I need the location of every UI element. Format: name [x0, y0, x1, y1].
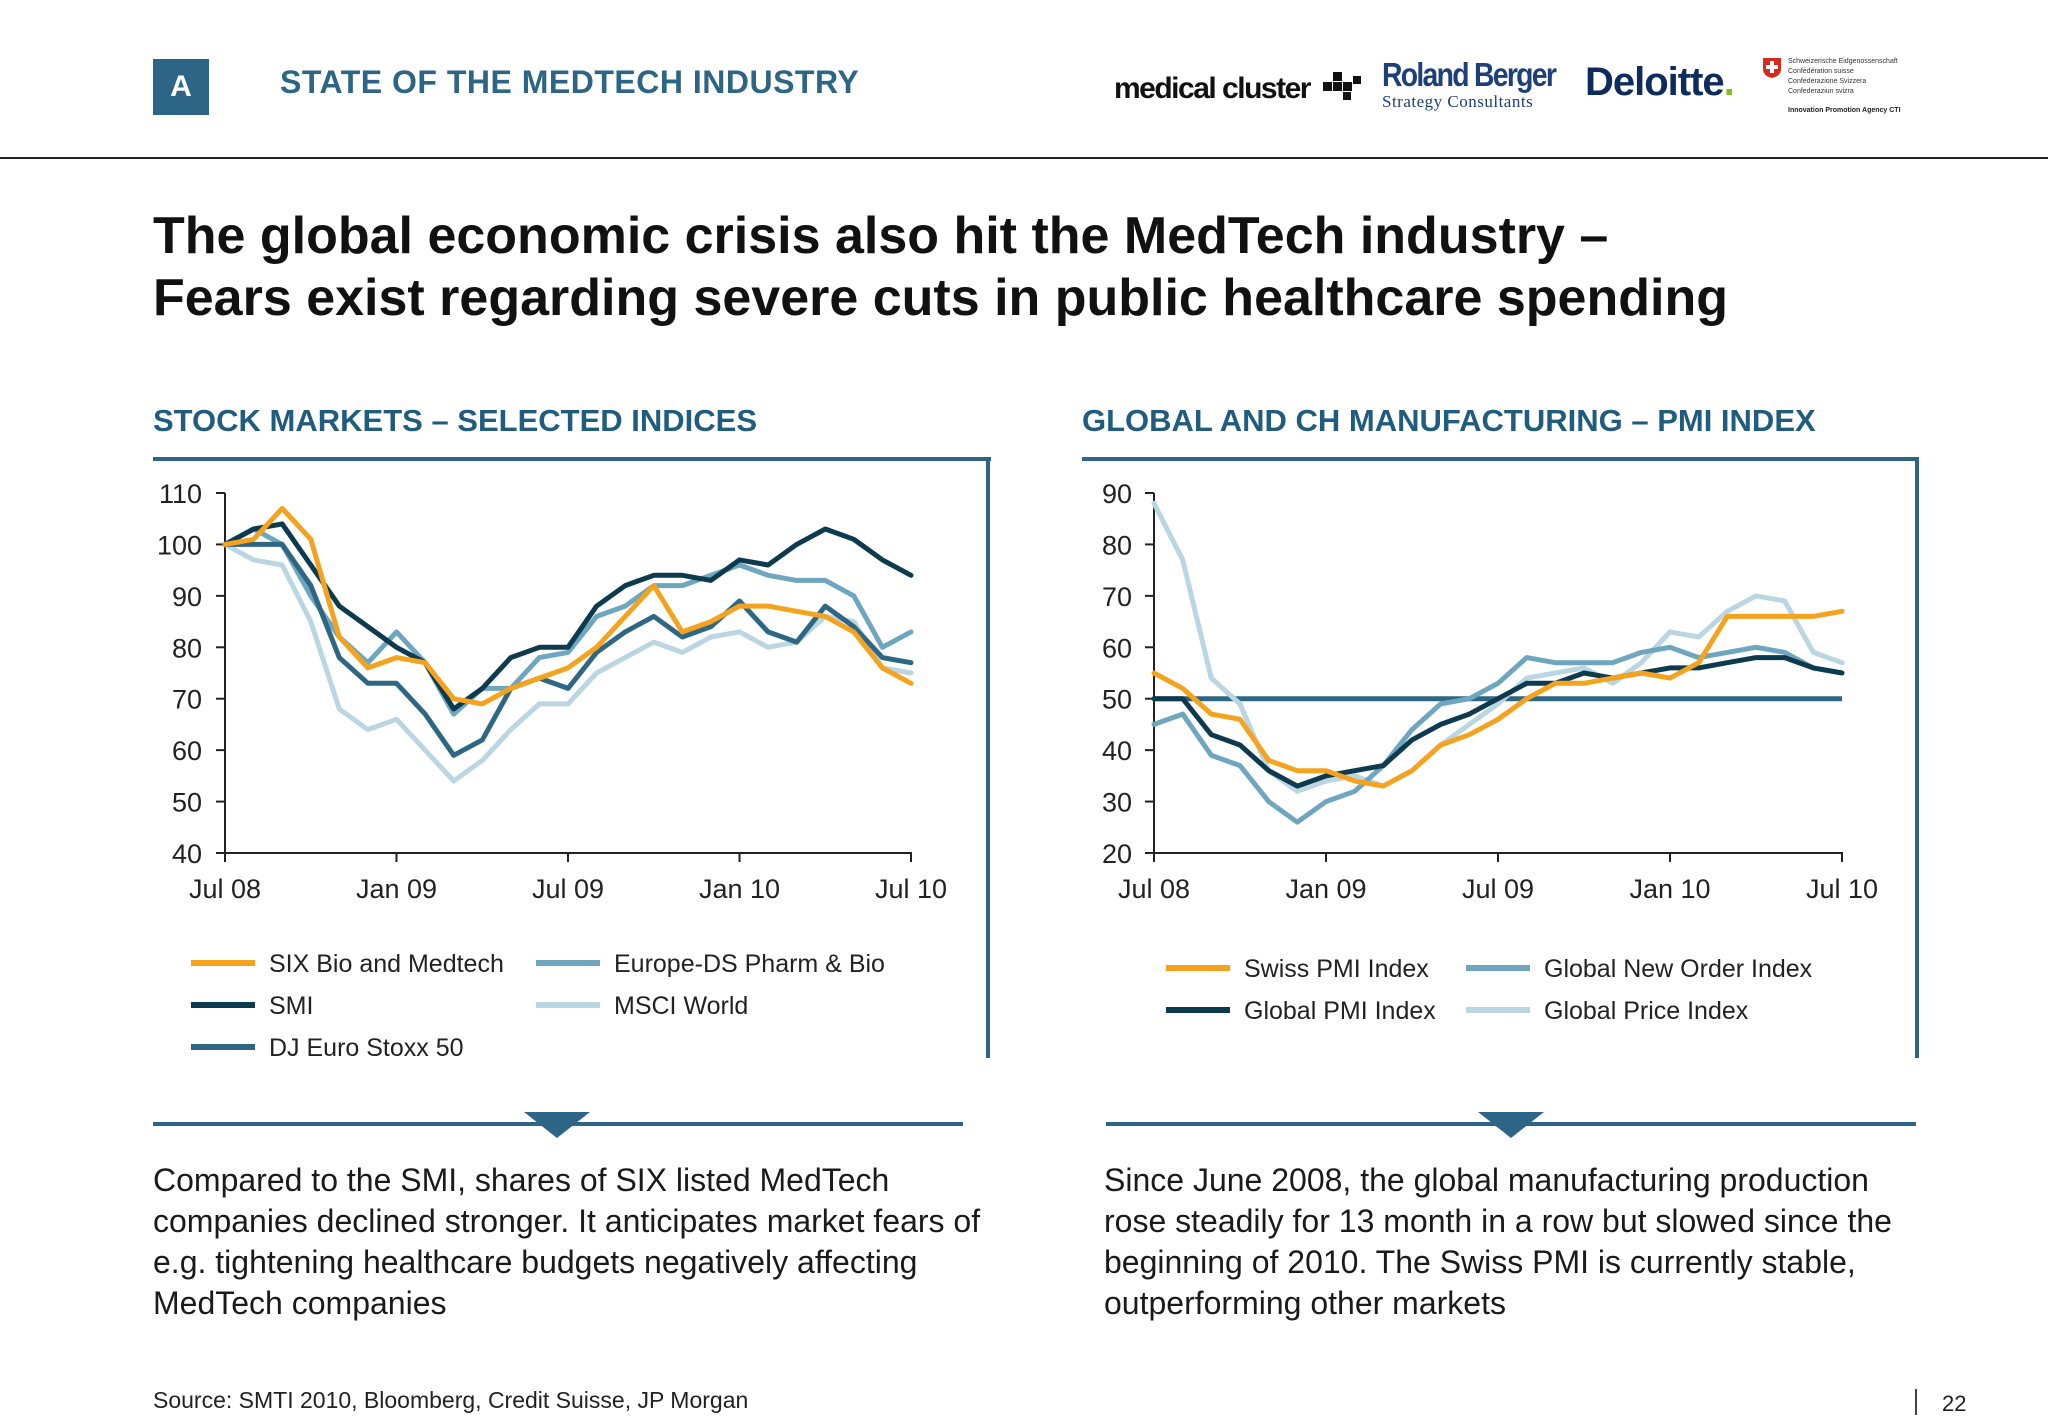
headline-line-1: The global economic crisis also hit the …: [153, 207, 1609, 265]
roland-berger-logo: Roland Berger: [1382, 56, 1557, 93]
left-caption: Compared to the SMI, shares of SIX liste…: [153, 1162, 981, 1321]
pmi-chart-title: GLOBAL AND CH MANUFACTURING – PMI INDEX: [1082, 403, 1816, 438]
section-badge: A: [153, 59, 209, 115]
y-tick-label: 80: [172, 633, 202, 663]
stock-chart-title: STOCK MARKETS – SELECTED INDICES: [153, 403, 758, 438]
series-line-swiss-pmi-index: [1151, 608, 1845, 789]
y-tick-label: 50: [172, 788, 202, 818]
x-tick-label: Jul 08: [1118, 874, 1190, 904]
source-note: Source: SMTI 2010, Bloomberg, Credit Sui…: [153, 1387, 749, 1413]
series-line-smi: [222, 521, 914, 712]
y-tick-label: 70: [1102, 582, 1132, 612]
x-tick-label: Jan 09: [1285, 874, 1366, 904]
legend-label: MSCI World: [614, 992, 748, 1020]
legend-label: Global New Order Index: [1544, 955, 1813, 983]
y-tick-label: 40: [172, 839, 202, 869]
stock-chart-frame-right: [986, 457, 990, 1058]
x-tick-label: Jul 08: [189, 874, 261, 904]
series-line-dj-euro-stoxx-50: [222, 541, 914, 758]
y-tick-label: 90: [1102, 479, 1132, 509]
series-line-global-pmi-index: [1151, 655, 1845, 789]
legend-label: SIX Bio and Medtech: [269, 950, 504, 978]
swiss-logo-line-4: Confederaziun svizra: [1788, 88, 1854, 95]
right-divider-notch-icon: [1478, 1112, 1544, 1138]
deloitte-dot: .: [1723, 60, 1735, 104]
section-title: STATE OF THE MEDTECH INDUSTRY: [280, 64, 860, 100]
y-tick-label: 30: [1102, 788, 1132, 818]
deloitte-logo: Deloitte.: [1585, 60, 1735, 105]
deloitte-logo-text: Deloitte: [1585, 60, 1725, 104]
swiss-cross-icon: [1763, 58, 1781, 78]
swiss-logo-line-2: Confédération suisse: [1788, 68, 1854, 75]
page-number-separator: [1915, 1389, 1917, 1415]
y-tick-label: 110: [159, 479, 202, 509]
x-tick-label: Jan 10: [1629, 874, 1710, 904]
swiss-logo-line-1: Schweizerische Eidgenossenschaft: [1788, 58, 1898, 65]
series-line-six-bio-and-medtech: [222, 505, 914, 707]
y-tick-label: 70: [172, 685, 202, 715]
page-number: 22: [1942, 1391, 1967, 1416]
legend-label: Swiss PMI Index: [1244, 955, 1429, 983]
right-caption: Since June 2008, the global manufacturin…: [1104, 1162, 1892, 1321]
x-tick-label: Jul 10: [1806, 874, 1878, 904]
medical-cluster-mark-icon: [1322, 72, 1361, 100]
stock-chart-frame-top: [153, 457, 991, 461]
y-tick-label: 60: [172, 736, 202, 766]
roland-berger-subtitle: Strategy Consultants: [1382, 92, 1534, 111]
slide-headline: The global economic crisis also hit the …: [153, 205, 1953, 329]
legend-label: Europe-DS Pharm & Bio: [614, 950, 885, 978]
header-rule: [0, 157, 2048, 159]
x-tick-label: Jul 09: [1462, 874, 1534, 904]
legend-label: Global PMI Index: [1244, 997, 1436, 1025]
swiss-logo-agency: Innovation Promotion Agency CTI: [1788, 107, 1901, 114]
x-tick-label: Jan 09: [356, 874, 437, 904]
headline-line-2: Fears exist regarding severe cuts in pub…: [153, 269, 1728, 327]
medical-cluster-logo-text: medical cluster: [1114, 72, 1311, 105]
legend-label: DJ Euro Stoxx 50: [269, 1034, 464, 1062]
swiss-logo-line-3: Confederazione Svizzera: [1788, 78, 1867, 85]
x-tick-label: Jul 10: [875, 874, 947, 904]
charts-canvas: 110 100 90 80 70 60 50 40 Jul 08 Jan 09 Jul 09 Jan …: [157, 479, 1878, 1062]
x-tick-label: Jul 09: [532, 874, 604, 904]
pmi-chart-frame-top: [1082, 457, 1919, 461]
stock-markets-chart: 110 100 90 80 70 60 50 40 Jul 08 Jan 09 Jul 09 Jan …: [157, 479, 947, 1062]
pmi-index-chart: 90 80 70 60 50 40 30 20 Jul 08 Jan 09 Jul 09 Jan 10…: [1102, 479, 1878, 1025]
swiss-confederation-logo: Schweizerische Eidgenossenschaft Confédé…: [1762, 55, 1932, 125]
y-tick-label: 100: [157, 530, 202, 560]
pmi-chart-frame-right: [1915, 457, 1919, 1058]
y-tick-label: 80: [1102, 530, 1132, 560]
y-tick-label: 50: [1102, 685, 1132, 715]
legend-label: Global Price Index: [1544, 997, 1749, 1025]
series-line-global-new-order-index: [1151, 644, 1845, 825]
legend-label: SMI: [269, 992, 313, 1020]
y-tick-label: 40: [1102, 736, 1132, 766]
y-tick-label: 60: [1102, 633, 1132, 663]
left-divider-notch-icon: [524, 1112, 590, 1138]
x-tick-label: Jan 10: [699, 874, 780, 904]
y-tick-label: 20: [1102, 839, 1132, 869]
y-tick-label: 90: [172, 582, 202, 612]
medical-cluster-logo: medical cluster: [1114, 72, 1363, 106]
